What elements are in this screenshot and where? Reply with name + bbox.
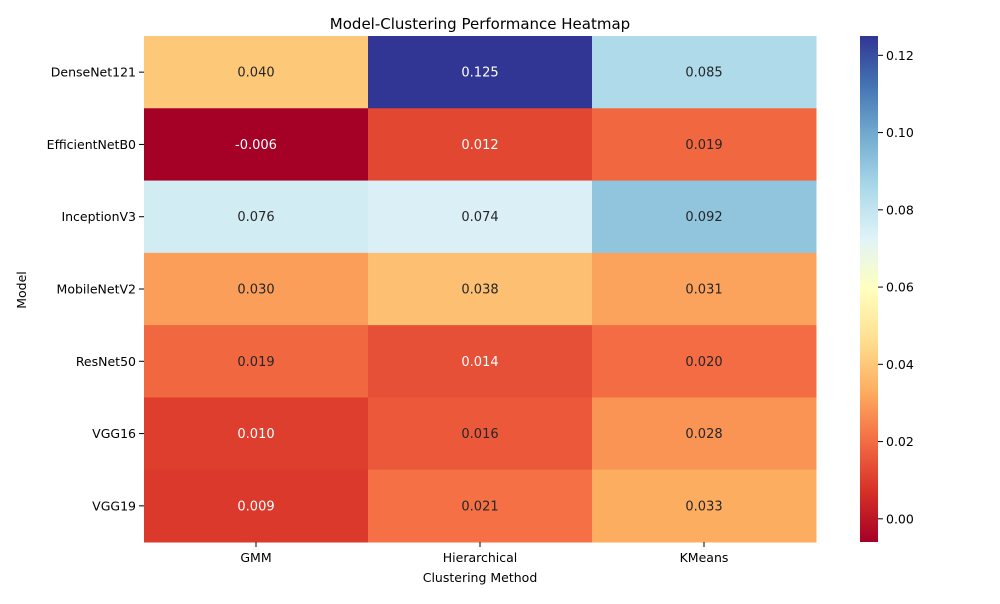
heatmap-cell-VGG19-GMM (144, 469, 369, 543)
y-tick-label-InceptionV3: InceptionV3 (61, 209, 136, 224)
colorbar-tick-label: 0.00 (886, 511, 914, 526)
heatmap-cell-label: 0.074 (461, 210, 498, 225)
heatmap-cell-DenseNet121-GMM (144, 36, 369, 109)
heatmap-cell-MobileNetV2-Hierarchical (368, 252, 593, 326)
colorbar-tick-label: 0.02 (886, 434, 914, 449)
heatmap-cell-EfficientNetB0-KMeans (592, 108, 817, 182)
heatmap-cell-labels: 0.040 0.125 0.085 -0.006 0.012 0.019 0.076 0.07… (235, 66, 723, 515)
heatmap-cell-InceptionV3-KMeans (592, 180, 817, 254)
heatmap-cell-label: 0.040 (237, 66, 274, 81)
heatmap-cell-MobileNetV2-GMM (144, 252, 369, 326)
heatmap-cell-VGG19-KMeans (592, 469, 817, 543)
y-tick-label-VGG19: VGG19 (92, 498, 136, 513)
heatmap-cell-VGG16-GMM (144, 397, 369, 471)
colorbar-tick-label: 0.10 (886, 125, 914, 140)
heatmap-cell-InceptionV3-Hierarchical (368, 180, 593, 254)
heatmap-cell-ResNet50-Hierarchical (368, 325, 593, 398)
colorbar-tick-label: 0.12 (886, 48, 914, 63)
colorbar-tick-label: 0.04 (886, 357, 914, 372)
heatmap-cell-EfficientNetB0-GMM (144, 108, 369, 182)
y-axis: DenseNet121 EfficientNetB0 InceptionV3 Mobi… (47, 65, 144, 513)
heatmap-cell-label: 0.038 (461, 283, 498, 298)
heatmap-cell-label: 0.012 (461, 138, 498, 153)
heatmap-cell-label: 0.085 (685, 66, 722, 81)
heatmap-cell-label: 0.033 (685, 499, 722, 514)
x-axis: GMM Hierarchical KMeans (240, 542, 728, 565)
heatmap-cell-MobileNetV2-KMeans (592, 252, 817, 326)
colorbar: 0.00 0.02 0.04 0.06 0.08 0.10 0.12 (860, 36, 914, 542)
heatmap-cell-label: 0.021 (461, 499, 498, 514)
heatmap-cell-label: 0.019 (237, 355, 274, 370)
heatmap-cell-ResNet50-KMeans (592, 325, 817, 398)
heatmap-cell-label: 0.020 (685, 355, 722, 370)
heatmap-cell-EfficientNetB0-Hierarchical (368, 108, 593, 182)
heatmap-cell-label: 0.019 (685, 138, 722, 153)
heatmap-cell-DenseNet121-KMeans (592, 36, 817, 109)
y-tick-label-VGG16: VGG16 (92, 426, 136, 441)
x-tick-label-GMM: GMM (240, 550, 271, 565)
heatmap-cell-label: 0.028 (685, 427, 722, 442)
heatmap-cell-label: 0.014 (461, 355, 498, 370)
heatmap-cells (144, 36, 817, 543)
colorbar-tick-label: 0.08 (886, 202, 914, 217)
heatmap-cell-ResNet50-GMM (144, 325, 369, 398)
colorbar-tick-label: 0.06 (886, 280, 914, 295)
heatmap-cell-VGG19-Hierarchical (368, 469, 593, 543)
y-tick-label-DenseNet121: DenseNet121 (51, 65, 136, 80)
heatmap-cell-VGG16-Hierarchical (368, 397, 593, 471)
heatmap-cell-label: 0.076 (237, 210, 274, 225)
x-tick-label-KMeans: KMeans (680, 550, 729, 565)
heatmap-cell-label: 0.092 (685, 210, 722, 225)
y-axis-label: Model (14, 271, 29, 309)
y-tick-label-ResNet50: ResNet50 (76, 354, 136, 369)
heatmap-cell-label: 0.009 (237, 499, 274, 514)
heatmap-cell-label: 0.031 (685, 283, 722, 298)
heatmap-cell-DenseNet121-Hierarchical (368, 36, 593, 109)
x-tick-label-Hierarchical: Hierarchical (443, 550, 518, 565)
heatmap-cell-label: 0.010 (237, 427, 274, 442)
chart-title: Model-Clustering Performance Heatmap (330, 15, 630, 33)
heatmap-cell-label: 0.030 (237, 283, 274, 298)
heatmap-cell-label: 0.125 (461, 66, 498, 81)
colorbar-gradient (860, 36, 878, 542)
y-tick-label-EfficientNetB0: EfficientNetB0 (47, 137, 136, 152)
y-tick-label-MobileNetV2: MobileNetV2 (57, 282, 136, 297)
heatmap-cell-label: -0.006 (235, 138, 277, 153)
heatmap-cell-InceptionV3-GMM (144, 180, 369, 254)
heatmap-cell-label: 0.016 (461, 427, 498, 442)
x-axis-label: Clustering Method (423, 570, 538, 585)
heatmap-cell-VGG16-KMeans (592, 397, 817, 471)
